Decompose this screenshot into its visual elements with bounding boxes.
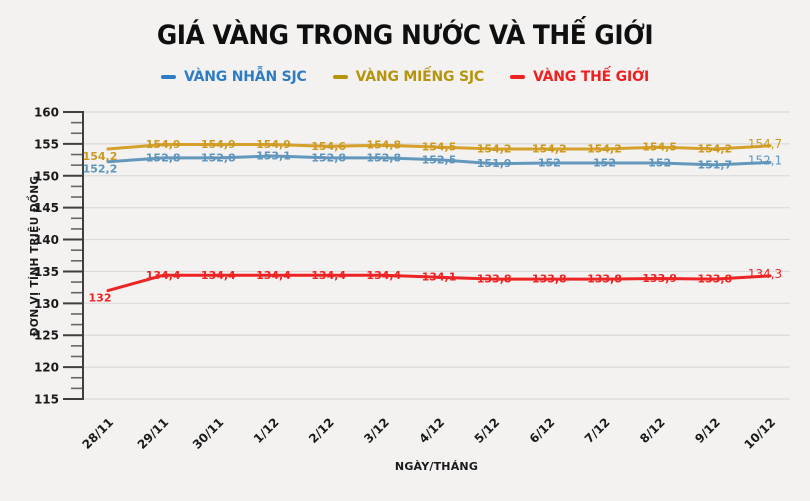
x-tick-label-28-11: 28/11 bbox=[80, 415, 117, 452]
legend: VÀNG NHẪN SJC VÀNG MIẾNG SJC VÀNG THẾ GIỚI bbox=[0, 69, 810, 85]
y-tick-label: 145 bbox=[34, 201, 59, 215]
point-label-vang-mieng-sjc: 154,9 bbox=[201, 138, 236, 151]
chart-title: GIÁ VÀNG TRONG NƯỚC VÀ THẾ GIỚI bbox=[156, 20, 654, 51]
x-tick-label-4-12: 4/12 bbox=[416, 415, 447, 446]
point-label-vang-the-gioi: 134,1 bbox=[422, 271, 457, 284]
point-label-vang-mieng-sjc: 154,9 bbox=[146, 138, 181, 151]
point-label-vang-nhan-sjc: 152 bbox=[593, 157, 616, 170]
y-axis-title: ĐƠN VỊ TÍNH TRIỆU ĐỒNG bbox=[29, 175, 41, 337]
point-label-vang-the-gioi: 133,9 bbox=[642, 272, 677, 285]
point-label-vang-the-gioi: 134,4 bbox=[311, 269, 346, 282]
legend-label-vang-the-gioi: VÀNG THẾ GIỚI bbox=[532, 69, 650, 85]
y-tick-label: 155 bbox=[34, 137, 59, 151]
x-tick-label-5-12: 5/12 bbox=[472, 415, 503, 446]
legend-item-vang-nhan-sjc[interactable]: VÀNG NHẪN SJC bbox=[160, 69, 307, 85]
x-tick-label-3-12: 3/12 bbox=[361, 415, 392, 446]
legend-label-vang-nhan-sjc: VÀNG NHẪN SJC bbox=[183, 69, 307, 85]
x-tick-label-8-12: 8/12 bbox=[637, 415, 668, 446]
series-line-vang-the-gioi bbox=[106, 273, 772, 293]
x-tick-label-1-12: 1/12 bbox=[251, 415, 282, 446]
point-label-vang-nhan-sjc: 152,1 bbox=[748, 153, 782, 167]
legend-swatch-vang-mieng-sjc bbox=[332, 75, 348, 79]
point-label-vang-mieng-sjc: 154,2 bbox=[697, 142, 732, 155]
x-tick-label-7-12: 7/12 bbox=[582, 415, 613, 446]
point-label-vang-the-gioi: 133,8 bbox=[477, 273, 512, 286]
x-tick-label-6-12: 6/12 bbox=[527, 415, 558, 446]
point-label-vang-mieng-sjc: 154,5 bbox=[642, 141, 677, 154]
point-label-vang-the-gioi: 134,3 bbox=[748, 267, 782, 281]
y-tick-label: 135 bbox=[34, 265, 59, 279]
point-label-vang-nhan-sjc: 152,5 bbox=[422, 153, 457, 166]
y-tick-label: 125 bbox=[34, 329, 59, 343]
legend-swatch-vang-the-gioi bbox=[509, 75, 525, 79]
point-label-vang-the-gioi: 133,8 bbox=[532, 273, 567, 286]
legend-item-vang-mieng-sjc[interactable]: VÀNG MIẾNG SJC bbox=[332, 69, 485, 85]
point-label-vang-nhan-sjc: 152,8 bbox=[201, 151, 236, 164]
x-tick-label-29-11: 29/11 bbox=[135, 415, 172, 452]
point-label-vang-nhan-sjc: 151,7 bbox=[697, 158, 732, 171]
legend-swatch-vang-nhan-sjc bbox=[160, 75, 176, 79]
series-line-vang-nhan-sjc bbox=[106, 154, 772, 167]
x-tick-label-10-12: 10/12 bbox=[742, 415, 779, 452]
y-tick-label: 160 bbox=[34, 106, 59, 120]
point-label-vang-the-gioi: 133,8 bbox=[587, 273, 622, 286]
point-label-vang-mieng-sjc: 154,6 bbox=[311, 140, 346, 153]
point-label-vang-nhan-sjc: 152 bbox=[538, 157, 561, 170]
y-tick-label: 120 bbox=[34, 361, 59, 375]
series-line-vang-mieng-sjc bbox=[106, 143, 772, 151]
point-label-vang-nhan-sjc: 152,8 bbox=[146, 151, 181, 164]
point-label-vang-nhan-sjc: 152,2 bbox=[83, 163, 118, 176]
point-label-vang-mieng-sjc: 154,2 bbox=[83, 150, 118, 163]
x-tick-label-2-12: 2/12 bbox=[306, 415, 337, 446]
point-label-vang-mieng-sjc: 154,2 bbox=[532, 142, 567, 155]
legend-item-vang-the-gioi[interactable]: VÀNG THẾ GIỚI bbox=[509, 69, 650, 85]
y-tick-label: 150 bbox=[34, 169, 59, 183]
y-tick-label: 115 bbox=[34, 393, 59, 407]
point-label-vang-nhan-sjc: 152,8 bbox=[366, 151, 401, 164]
y-tick-label: 130 bbox=[34, 297, 59, 311]
point-label-vang-mieng-sjc: 154,5 bbox=[422, 141, 457, 154]
legend-label-vang-mieng-sjc: VÀNG MIẾNG SJC bbox=[355, 69, 485, 85]
point-label-vang-mieng-sjc: 154,2 bbox=[587, 142, 622, 155]
y-tick-label: 140 bbox=[34, 233, 59, 247]
point-label-vang-the-gioi: 134,4 bbox=[366, 269, 401, 282]
point-label-vang-the-gioi: 134,4 bbox=[146, 269, 181, 282]
point-label-vang-the-gioi: 134,4 bbox=[256, 269, 291, 282]
x-tick-label-30-11: 30/11 bbox=[190, 415, 227, 452]
x-tick-label-9-12: 9/12 bbox=[692, 415, 723, 446]
point-label-vang-nhan-sjc: 152,8 bbox=[311, 151, 346, 164]
point-label-vang-the-gioi: 132 bbox=[89, 292, 112, 305]
point-label-vang-nhan-sjc: 151,9 bbox=[477, 157, 512, 170]
point-label-vang-mieng-sjc: 154,2 bbox=[477, 142, 512, 155]
point-label-vang-the-gioi: 133,8 bbox=[697, 273, 732, 286]
point-label-vang-mieng-sjc: 154,9 bbox=[256, 138, 291, 151]
point-label-vang-nhan-sjc: 153,1 bbox=[256, 150, 291, 163]
point-label-vang-the-gioi: 134,4 bbox=[201, 269, 236, 282]
point-label-vang-mieng-sjc: 154,8 bbox=[366, 139, 401, 152]
point-label-vang-nhan-sjc: 152 bbox=[648, 157, 671, 170]
x-axis-title: NGÀY/THÁNG bbox=[394, 460, 479, 473]
point-label-vang-mieng-sjc: 154,7 bbox=[748, 137, 782, 151]
